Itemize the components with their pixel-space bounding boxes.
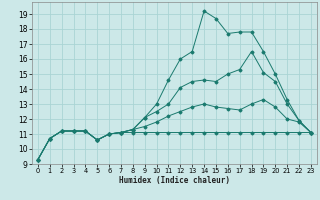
X-axis label: Humidex (Indice chaleur): Humidex (Indice chaleur) [119,176,230,185]
